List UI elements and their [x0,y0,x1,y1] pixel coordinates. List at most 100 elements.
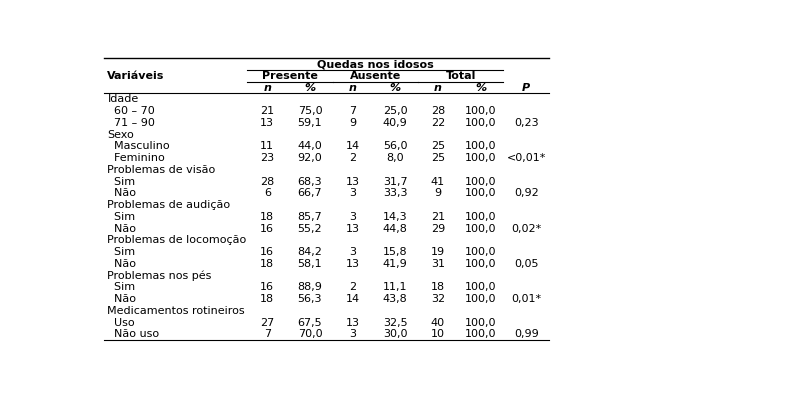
Text: 85,7: 85,7 [298,212,322,222]
Text: 29: 29 [431,224,445,234]
Text: 21: 21 [431,212,445,222]
Text: 31,7: 31,7 [383,177,407,187]
Text: 0,01*: 0,01* [511,294,542,304]
Text: Sexo: Sexo [108,130,134,140]
Text: 2: 2 [349,153,356,163]
Text: Não: Não [108,259,137,269]
Text: 10: 10 [431,329,445,339]
Text: 15,8: 15,8 [383,247,407,257]
Text: 55,2: 55,2 [298,224,322,234]
Text: 2: 2 [349,282,356,292]
Text: Idade: Idade [108,94,138,104]
Text: 13: 13 [346,224,359,234]
Text: n: n [263,83,271,93]
Text: Não uso: Não uso [108,329,160,339]
Text: 9: 9 [435,188,442,198]
Text: 0,23: 0,23 [514,118,538,128]
Text: 21: 21 [260,106,274,116]
Text: 100,0: 100,0 [465,118,496,128]
Text: 28: 28 [431,106,445,116]
Text: Não: Não [108,188,137,198]
Text: 13: 13 [346,259,359,269]
Text: 100,0: 100,0 [465,329,496,339]
Text: 22: 22 [431,118,445,128]
Text: 0,99: 0,99 [514,329,538,339]
Text: Problemas de audição: Problemas de audição [108,200,230,210]
Text: 59,1: 59,1 [298,118,322,128]
Text: 40,9: 40,9 [383,118,408,128]
Text: 41,9: 41,9 [383,259,408,269]
Text: 60 – 70: 60 – 70 [108,106,155,116]
Text: 3: 3 [349,188,356,198]
Text: 11: 11 [260,141,274,151]
Text: Sim: Sim [108,247,135,257]
Text: 14: 14 [346,294,360,304]
Text: Ausente: Ausente [350,72,401,81]
Text: Problemas de locomoção: Problemas de locomoção [108,235,247,245]
Text: 16: 16 [260,247,274,257]
Text: n: n [434,83,442,93]
Text: 100,0: 100,0 [465,212,496,222]
Text: 23: 23 [260,153,274,163]
Text: Problemas nos pés: Problemas nos pés [108,270,211,281]
Text: %: % [304,83,315,93]
Text: 25: 25 [431,153,445,163]
Text: %: % [390,83,401,93]
Text: 32,5: 32,5 [383,318,407,328]
Text: Total: Total [446,72,476,81]
Text: 32: 32 [431,294,445,304]
Text: 28: 28 [260,177,274,187]
Text: 13: 13 [346,177,359,187]
Text: 30,0: 30,0 [383,329,407,339]
Text: Variáveis: Variáveis [108,71,165,81]
Text: Sim: Sim [108,282,135,292]
Text: 92,0: 92,0 [298,153,322,163]
Text: 100,0: 100,0 [465,177,496,187]
Text: 7: 7 [349,106,356,116]
Text: 0,02*: 0,02* [511,224,542,234]
Text: 14,3: 14,3 [383,212,407,222]
Text: 75,0: 75,0 [298,106,322,116]
Text: P: P [522,83,531,93]
Text: 44,8: 44,8 [383,224,408,234]
Text: 27: 27 [260,318,274,328]
Text: 16: 16 [260,224,274,234]
Text: 68,3: 68,3 [298,177,322,187]
Text: Medicamentos rotineiros: Medicamentos rotineiros [108,306,245,316]
Text: Não: Não [108,294,137,304]
Text: <0,01*: <0,01* [506,153,545,163]
Text: 100,0: 100,0 [465,188,496,198]
Text: %: % [475,83,486,93]
Text: 33,3: 33,3 [383,188,407,198]
Text: 100,0: 100,0 [465,224,496,234]
Text: 100,0: 100,0 [465,247,496,257]
Text: 3: 3 [349,329,356,339]
Text: 13: 13 [346,318,359,328]
Text: 100,0: 100,0 [465,106,496,116]
Text: 84,2: 84,2 [297,247,322,257]
Text: 56,3: 56,3 [298,294,322,304]
Text: Sim: Sim [108,177,135,187]
Text: 43,8: 43,8 [383,294,408,304]
Text: Problemas de visão: Problemas de visão [108,165,215,175]
Text: 67,5: 67,5 [298,318,322,328]
Text: 71 – 90: 71 – 90 [108,118,156,128]
Text: 88,9: 88,9 [297,282,322,292]
Text: 25: 25 [431,141,445,151]
Text: 18: 18 [260,294,274,304]
Text: 3: 3 [349,247,356,257]
Text: Sim: Sim [108,212,135,222]
Text: 6: 6 [264,188,271,198]
Text: 56,0: 56,0 [383,141,407,151]
Text: Feminino: Feminino [108,153,165,163]
Text: 16: 16 [260,282,274,292]
Text: 0,05: 0,05 [514,259,538,269]
Text: 8,0: 8,0 [387,153,404,163]
Text: 44,0: 44,0 [298,141,322,151]
Text: 0,92: 0,92 [514,188,538,198]
Text: 100,0: 100,0 [465,282,496,292]
Text: 58,1: 58,1 [298,259,322,269]
Text: 9: 9 [349,118,356,128]
Text: 7: 7 [264,329,271,339]
Text: Masculino: Masculino [108,141,170,151]
